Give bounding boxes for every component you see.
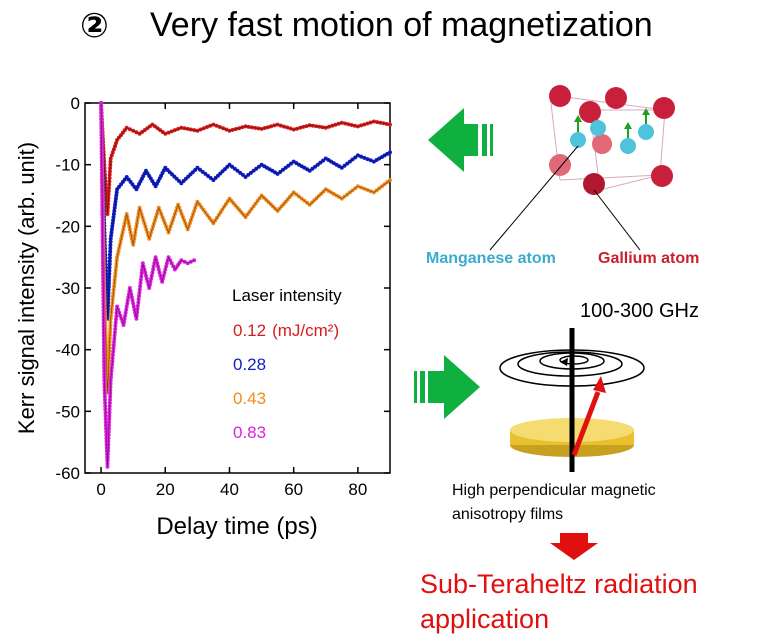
gallium-atom bbox=[583, 173, 605, 195]
y-tick-label: -40 bbox=[55, 341, 80, 360]
series-0.43 bbox=[99, 101, 392, 395]
gallium-atom bbox=[605, 87, 627, 109]
radiation-label-line2: application bbox=[420, 604, 550, 634]
fit-line bbox=[100, 102, 391, 319]
manganese-atom bbox=[590, 120, 606, 136]
title-text: Very fast motion of magnetization bbox=[150, 6, 653, 44]
film-label-line2: anisotropy films bbox=[452, 506, 564, 523]
red-down-arrow bbox=[550, 533, 598, 560]
y-tick-label: -20 bbox=[55, 217, 80, 236]
fit-line bbox=[100, 102, 391, 393]
series-0.12 bbox=[99, 101, 392, 216]
spin-vector bbox=[571, 391, 601, 456]
x-tick-label: 80 bbox=[348, 480, 367, 499]
legend-title: Laser intensity bbox=[232, 286, 342, 305]
chart-axes: 0 20 40 60 80 0 -10 -20 -30 -40 -50 -60 bbox=[55, 94, 390, 499]
chart-series bbox=[99, 101, 392, 469]
y-tick-label: -60 bbox=[55, 464, 80, 483]
manganese-atom bbox=[570, 132, 586, 148]
y-tick-label: -10 bbox=[55, 156, 80, 175]
x-tick-label: 0 bbox=[96, 480, 105, 499]
x-tick-label: 60 bbox=[284, 480, 303, 499]
x-axis-label: Delay time (ps) bbox=[156, 513, 317, 540]
legend-entry: 0.12 (mJ/cm²) bbox=[233, 321, 339, 340]
y-tick-label: -50 bbox=[55, 402, 80, 421]
green-arrow-bottom bbox=[414, 355, 480, 419]
kerr-signal-chart: 0 20 40 60 80 0 -10 -20 -30 -40 -50 -60 Laser inten… bbox=[14, 94, 392, 540]
legend-entry: 0.28 bbox=[233, 355, 266, 374]
manganese-atom bbox=[620, 138, 636, 154]
gallium-atom-label: Gallium atom bbox=[598, 250, 700, 267]
x-tick-label: 40 bbox=[220, 480, 239, 499]
title-number: ② bbox=[80, 6, 109, 46]
radiation-label-line1: Sub-Teraheltz radiation bbox=[420, 569, 698, 599]
film-label-line1: High perpendicular magnetic bbox=[452, 482, 656, 499]
page-title: ② Very fast motion of magnetization bbox=[0, 0, 758, 54]
gallium-atom bbox=[579, 101, 601, 123]
legend-entry: 0.43 bbox=[233, 389, 266, 408]
legend-unit: (mJ/cm²) bbox=[272, 321, 339, 340]
gallium-atom bbox=[592, 134, 612, 154]
legend-entry: 0.83 bbox=[233, 423, 266, 442]
gallium-atom bbox=[651, 165, 673, 187]
fit-line bbox=[100, 102, 195, 467]
gallium-atom bbox=[653, 97, 675, 119]
y-tick-label: -30 bbox=[55, 279, 80, 298]
x-tick-label: 20 bbox=[156, 480, 175, 499]
series-0.83 bbox=[99, 101, 197, 469]
frequency-label: 100-300 GHz bbox=[580, 300, 699, 322]
manganese-atom-label: Manganese atom bbox=[426, 250, 556, 267]
fit-line bbox=[100, 102, 391, 215]
manganese-atom bbox=[638, 124, 654, 140]
green-arrow-top bbox=[428, 108, 493, 172]
y-tick-label: 0 bbox=[71, 94, 80, 113]
y-axis-label: Kerr signal intensity (arb. unit) bbox=[14, 142, 39, 434]
gallium-atom bbox=[549, 85, 571, 107]
spin-precession bbox=[499, 328, 645, 472]
gallium-atom bbox=[549, 154, 571, 176]
chart-legend: Laser intensity 0.12 (mJ/cm²) 0.28 0.43 0.83 bbox=[232, 286, 342, 442]
crystal-structure bbox=[489, 85, 675, 251]
